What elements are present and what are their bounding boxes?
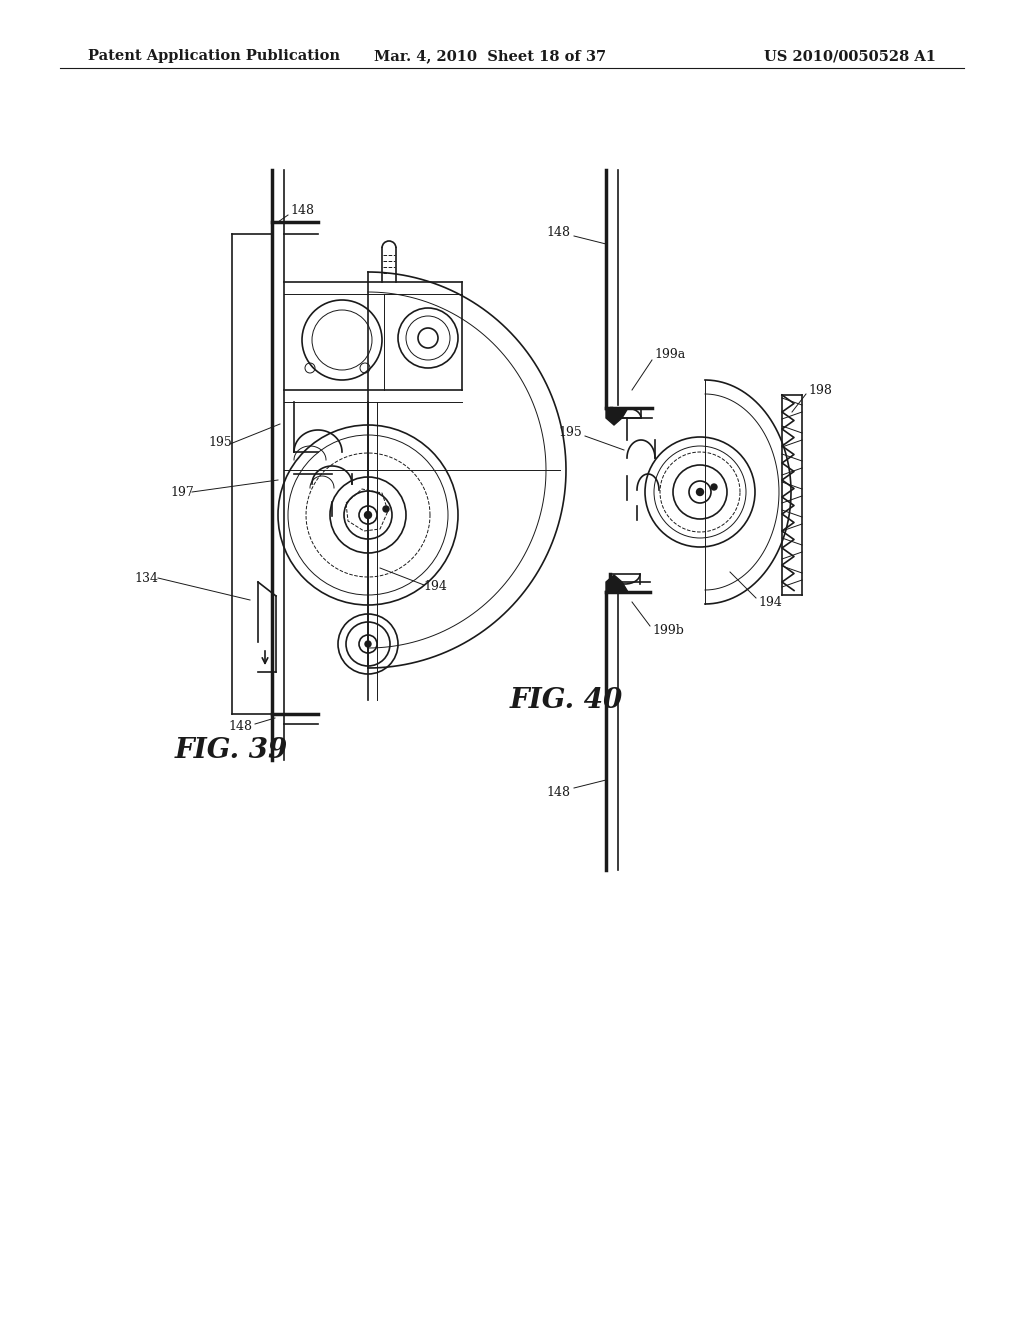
Text: 195: 195 bbox=[558, 425, 582, 438]
Text: 148: 148 bbox=[228, 719, 252, 733]
Text: FIG. 40: FIG. 40 bbox=[510, 686, 624, 714]
Text: 198: 198 bbox=[808, 384, 831, 396]
Text: 194: 194 bbox=[758, 595, 782, 609]
Text: 199a: 199a bbox=[654, 348, 685, 362]
Text: Mar. 4, 2010  Sheet 18 of 37: Mar. 4, 2010 Sheet 18 of 37 bbox=[374, 49, 606, 63]
Polygon shape bbox=[606, 408, 628, 425]
Circle shape bbox=[711, 484, 717, 490]
Text: Patent Application Publication: Patent Application Publication bbox=[88, 49, 340, 63]
Text: US 2010/0050528 A1: US 2010/0050528 A1 bbox=[764, 49, 936, 63]
Circle shape bbox=[365, 642, 371, 647]
Text: 148: 148 bbox=[546, 226, 570, 239]
Text: FIG. 39: FIG. 39 bbox=[175, 737, 288, 763]
Text: 148: 148 bbox=[290, 203, 314, 216]
Circle shape bbox=[383, 506, 389, 512]
Text: 197: 197 bbox=[170, 486, 194, 499]
Text: 194: 194 bbox=[423, 581, 446, 594]
Text: 134: 134 bbox=[134, 572, 158, 585]
Text: 195: 195 bbox=[208, 436, 231, 449]
Circle shape bbox=[696, 488, 703, 495]
Circle shape bbox=[365, 511, 372, 519]
Polygon shape bbox=[606, 576, 628, 591]
Text: 148: 148 bbox=[546, 785, 570, 799]
Text: 199b: 199b bbox=[652, 623, 684, 636]
